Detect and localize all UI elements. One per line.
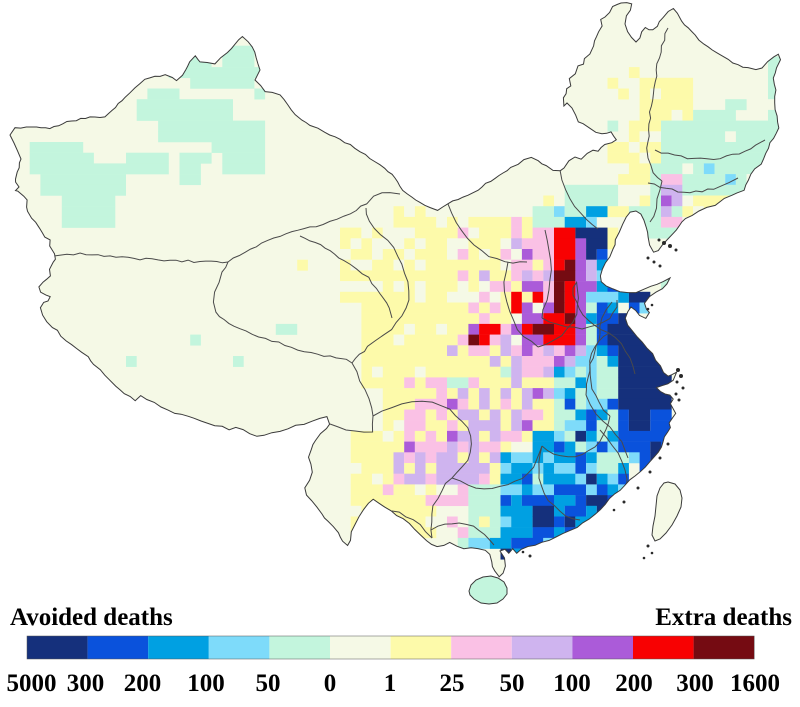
svg-text:1: 1: [384, 670, 397, 697]
svg-text:50: 50: [500, 670, 525, 697]
svg-text:Avoided deaths: Avoided deaths: [10, 604, 173, 631]
svg-text:200: 200: [124, 670, 162, 697]
svg-text:300: 300: [67, 670, 105, 697]
svg-text:Extra deaths: Extra deaths: [655, 604, 792, 631]
svg-text:5000: 5000: [7, 670, 57, 697]
svg-text:300: 300: [676, 670, 714, 697]
svg-text:50: 50: [256, 670, 281, 697]
svg-text:100: 100: [553, 670, 591, 697]
svg-text:1600: 1600: [730, 670, 780, 697]
svg-text:200: 200: [615, 670, 653, 697]
svg-text:0: 0: [324, 670, 337, 697]
svg-text:25: 25: [440, 670, 465, 697]
svg-text:100: 100: [187, 670, 225, 697]
